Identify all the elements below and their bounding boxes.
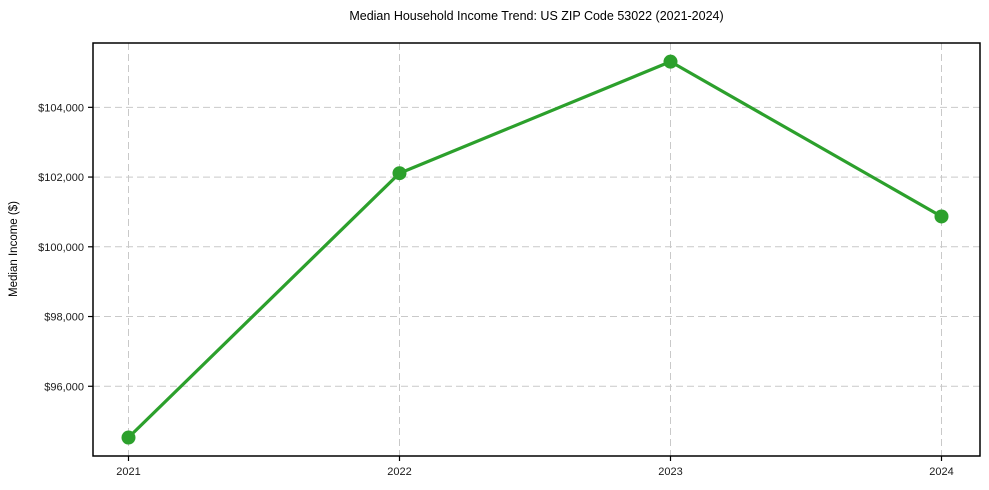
y-tick-label: $102,000 — [38, 172, 84, 184]
y-tick-label: $104,000 — [38, 102, 84, 114]
trend-line — [126, 60, 944, 440]
data-point-2023 — [663, 54, 678, 69]
data-point-2021 — [121, 430, 136, 445]
axes-spines — [92, 42, 981, 457]
y-tick-label: $100,000 — [38, 242, 84, 254]
data-point-2022 — [392, 166, 407, 181]
x-tick-label: 2023 — [658, 466, 682, 478]
x-tick-label: 2022 — [387, 466, 411, 478]
x-tick-label: 2021 — [116, 466, 140, 478]
y-tick-label: $96,000 — [44, 381, 84, 393]
y-tick-label: $98,000 — [44, 312, 84, 324]
x-tick-label: 2024 — [929, 466, 953, 478]
y-axis-label: Median Income ($) — [8, 201, 20, 297]
data-point-2024 — [934, 209, 949, 224]
plot-background — [93, 43, 980, 456]
chart-title: Median Household Income Trend: US ZIP Co… — [349, 9, 724, 23]
